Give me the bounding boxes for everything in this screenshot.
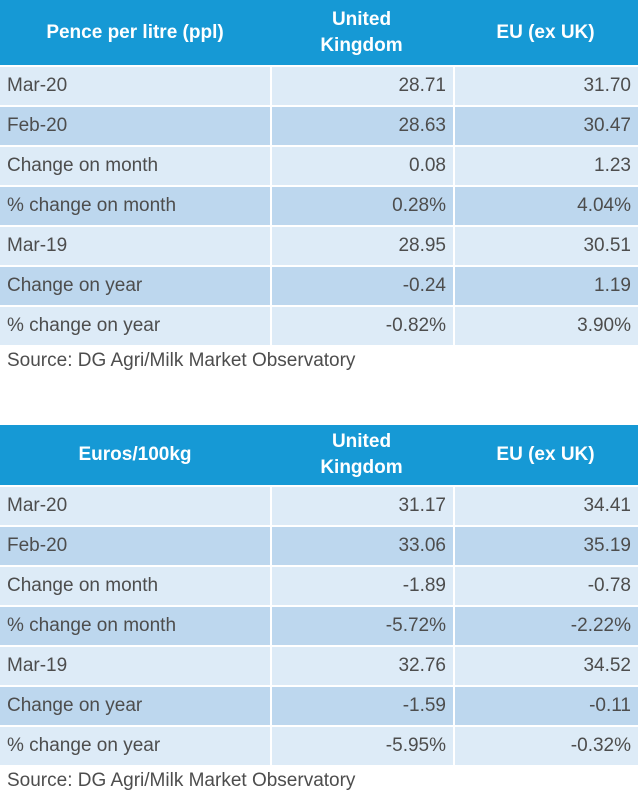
table-row: Mar-19 32.76 34.52 (0, 645, 638, 685)
ppl-table-block: Pence per litre (ppl) United Kingdom EU … (0, 0, 638, 374)
uk-value: 28.63 (270, 105, 453, 145)
source-note: Source: DG Agri/Milk Market Observatory (7, 770, 356, 791)
eu-value: 3.90% (453, 305, 638, 345)
row-label: Feb-20 (0, 105, 270, 145)
eu-value: 1.19 (453, 265, 638, 305)
uk-value: 28.71 (270, 65, 453, 105)
row-label: Mar-20 (0, 485, 270, 525)
euros-per-100kg-table: Euros/100kg United Kingdom EU (ex UK) Ma… (0, 425, 638, 765)
row-label: % change on month (0, 605, 270, 645)
uk-value: -1.89 (270, 565, 453, 605)
eu-column-header: EU (ex UK) (453, 0, 638, 65)
eu-value: -2.22% (453, 605, 638, 645)
uk-value: -5.72% (270, 605, 453, 645)
eu-value: 30.47 (453, 105, 638, 145)
table-row: Change on year -1.59 -0.11 (0, 685, 638, 725)
uk-column-header: United Kingdom (270, 0, 453, 65)
euros-table-block: Euros/100kg United Kingdom EU (ex UK) Ma… (0, 425, 638, 794)
uk-value: 0.08 (270, 145, 453, 185)
uk-value: 31.17 (270, 485, 453, 525)
eu-column-header: EU (ex UK) (453, 425, 638, 485)
table-row: % change on month -5.72% -2.22% (0, 605, 638, 645)
row-label: % change on year (0, 305, 270, 345)
header-row: Euros/100kg United Kingdom EU (ex UK) (0, 425, 638, 485)
table-row: Feb-20 33.06 35.19 (0, 525, 638, 565)
uk-value: 33.06 (270, 525, 453, 565)
eu-value: 31.70 (453, 65, 638, 105)
row-label: Mar-19 (0, 225, 270, 265)
row-label: Mar-20 (0, 65, 270, 105)
table-row: Mar-19 28.95 30.51 (0, 225, 638, 265)
eu-value: -0.32% (453, 725, 638, 765)
row-label: Change on year (0, 265, 270, 305)
row-label: Change on year (0, 685, 270, 725)
table-row: Change on month -1.89 -0.78 (0, 565, 638, 605)
eu-value: 30.51 (453, 225, 638, 265)
unit-header: Pence per litre (ppl) (0, 0, 270, 65)
table-row: Feb-20 28.63 30.47 (0, 105, 638, 145)
table-row: % change on month 0.28% 4.04% (0, 185, 638, 225)
row-label: % change on month (0, 185, 270, 225)
uk-value: -0.24 (270, 265, 453, 305)
header-row: Pence per litre (ppl) United Kingdom EU … (0, 0, 638, 65)
uk-value: -5.95% (270, 725, 453, 765)
pence-per-litre-table: Pence per litre (ppl) United Kingdom EU … (0, 0, 638, 345)
table-row: % change on year -0.82% 3.90% (0, 305, 638, 345)
eu-value: -0.78 (453, 565, 638, 605)
row-label: Change on month (0, 145, 270, 185)
row-label: % change on year (0, 725, 270, 765)
table-row: % change on year -5.95% -0.32% (0, 725, 638, 765)
row-label: Change on month (0, 565, 270, 605)
eu-value: 34.41 (453, 485, 638, 525)
eu-value: 35.19 (453, 525, 638, 565)
table-row: Change on year -0.24 1.19 (0, 265, 638, 305)
unit-header: Euros/100kg (0, 425, 270, 485)
eu-value: 4.04% (453, 185, 638, 225)
uk-value: -1.59 (270, 685, 453, 725)
uk-value: 32.76 (270, 645, 453, 685)
row-label: Mar-19 (0, 645, 270, 685)
uk-value: 0.28% (270, 185, 453, 225)
row-label: Feb-20 (0, 525, 270, 565)
eu-value: -0.11 (453, 685, 638, 725)
table-row: Change on month 0.08 1.23 (0, 145, 638, 185)
uk-column-header: United Kingdom (270, 425, 453, 485)
uk-value: -0.82% (270, 305, 453, 345)
source-note: Source: DG Agri/Milk Market Observatory (7, 350, 356, 371)
uk-value: 28.95 (270, 225, 453, 265)
eu-value: 34.52 (453, 645, 638, 685)
table-row: Mar-20 31.17 34.41 (0, 485, 638, 525)
table-row: Mar-20 28.71 31.70 (0, 65, 638, 105)
eu-value: 1.23 (453, 145, 638, 185)
